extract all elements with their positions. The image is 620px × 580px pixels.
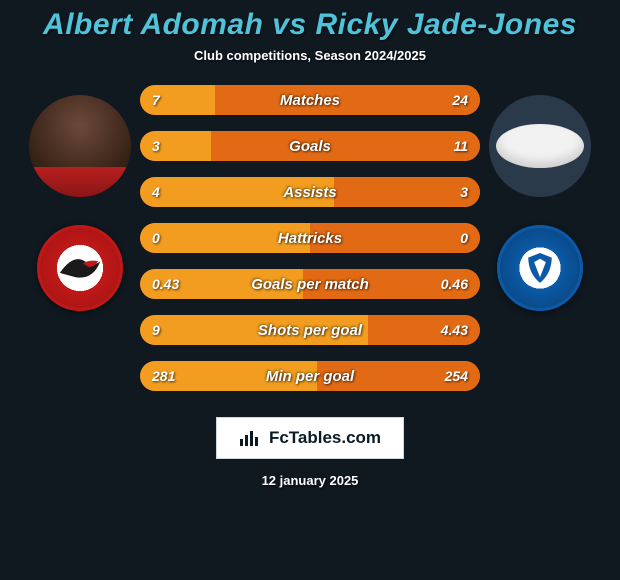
stat-label: Matches bbox=[280, 92, 340, 109]
page-title: Albert Adomah vs Ricky Jade-Jones bbox=[43, 8, 577, 42]
left-column bbox=[20, 85, 140, 311]
stat-label: Goals per match bbox=[251, 276, 369, 293]
logo-fc: Fc bbox=[269, 428, 289, 447]
stat-label: Min per goal bbox=[266, 368, 354, 385]
shield-icon bbox=[519, 247, 561, 289]
stat-fill-right bbox=[215, 85, 480, 115]
stat-row: 9 Shots per goal 4.43 bbox=[140, 315, 480, 345]
stat-value-left: 281 bbox=[152, 368, 175, 384]
stat-label: Goals bbox=[289, 138, 331, 155]
stat-row: 0.43 Goals per match 0.46 bbox=[140, 269, 480, 299]
stat-value-left: 3 bbox=[152, 138, 160, 154]
content-row: 7 Matches 24 3 Goals 11 4 Assists 3 0 Hattricks 0 0.… bbox=[0, 85, 620, 391]
logo-rest: Tables.com bbox=[289, 428, 381, 447]
stat-value-left: 0 bbox=[152, 230, 160, 246]
footer: FcTables.com 12 january 2025 bbox=[216, 417, 404, 488]
date-text: 12 january 2025 bbox=[262, 473, 359, 488]
bird-icon bbox=[56, 244, 104, 292]
stat-value-right: 4.43 bbox=[441, 322, 468, 338]
club-badge-right bbox=[497, 225, 583, 311]
placeholder-oval-icon bbox=[496, 124, 584, 168]
fctables-logo: FcTables.com bbox=[216, 417, 404, 459]
stat-value-left: 0.43 bbox=[152, 276, 179, 292]
stats-bars: 7 Matches 24 3 Goals 11 4 Assists 3 0 Hattricks 0 0.… bbox=[140, 85, 480, 391]
club-badge-left bbox=[37, 225, 123, 311]
stat-fill-right bbox=[334, 177, 480, 207]
stat-row: 3 Goals 11 bbox=[140, 131, 480, 161]
stat-value-right: 11 bbox=[453, 138, 468, 154]
stat-value-right: 3 bbox=[460, 184, 468, 200]
stat-value-right: 0.46 bbox=[441, 276, 468, 292]
stat-label: Shots per goal bbox=[258, 322, 362, 339]
subtitle: Club competitions, Season 2024/2025 bbox=[194, 48, 426, 63]
stat-row: 281 Min per goal 254 bbox=[140, 361, 480, 391]
bars-icon bbox=[239, 429, 261, 447]
stat-fill-right bbox=[211, 131, 480, 161]
right-column bbox=[480, 85, 600, 311]
stat-value-left: 7 bbox=[152, 92, 160, 108]
stat-fill-left bbox=[140, 131, 211, 161]
stat-value-right: 0 bbox=[460, 230, 468, 246]
stat-row: 7 Matches 24 bbox=[140, 85, 480, 115]
player-photo-left bbox=[29, 95, 131, 197]
player-photo-right bbox=[489, 95, 591, 197]
stat-label: Hattricks bbox=[278, 230, 342, 247]
stat-row: 0 Hattricks 0 bbox=[140, 223, 480, 253]
stat-label: Assists bbox=[283, 184, 336, 201]
stat-value-left: 4 bbox=[152, 184, 160, 200]
stat-value-right: 254 bbox=[445, 368, 468, 384]
comparison-card: Albert Adomah vs Ricky Jade-Jones Club c… bbox=[0, 0, 620, 580]
stat-value-left: 9 bbox=[152, 322, 160, 338]
stat-row: 4 Assists 3 bbox=[140, 177, 480, 207]
stat-value-right: 24 bbox=[452, 92, 468, 108]
logo-text: FcTables.com bbox=[269, 428, 381, 448]
